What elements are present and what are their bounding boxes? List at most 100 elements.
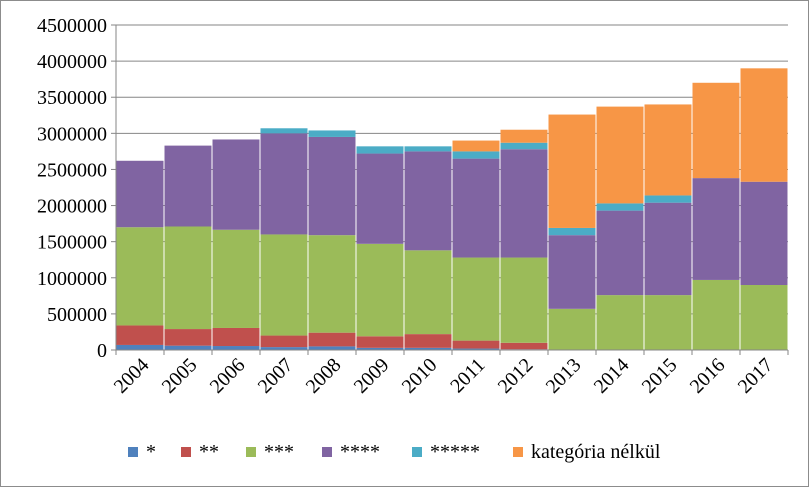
- bar-segment: [356, 336, 404, 348]
- x-tick-label: 2010: [398, 354, 442, 398]
- bar-segment: [596, 295, 644, 350]
- x-tick-label: 2017: [734, 354, 778, 398]
- bar-segment: [308, 346, 356, 350]
- legend-swatch: [128, 447, 138, 457]
- legend-swatch: [513, 447, 523, 457]
- bar-segment: [212, 229, 260, 328]
- legend-label: **: [199, 441, 219, 463]
- x-tick-label: 2013: [542, 354, 586, 398]
- bar-segment: [260, 347, 308, 350]
- bar-segment: [260, 234, 308, 336]
- bar-segment: [452, 151, 500, 159]
- bar-segment: [740, 285, 788, 350]
- legend-label: ****: [340, 441, 380, 463]
- legend-label: *****: [430, 441, 480, 463]
- bar-segment: [644, 202, 692, 296]
- bar-segment: [356, 146, 404, 154]
- x-tick-labels: 2004 2005 2006 2007 2008 2009 2010 2011 2012 2013…: [110, 354, 778, 398]
- legend: * ** *** **** ***** kategória nélkül: [128, 441, 661, 463]
- legend-label: kategória nélkül: [531, 441, 661, 463]
- x-tick-label: 2014: [590, 354, 634, 398]
- x-tick-label: 2016: [686, 354, 730, 398]
- legend-swatch: [246, 447, 256, 457]
- bar-segment: [116, 227, 164, 326]
- bar-segment: [308, 332, 356, 347]
- y-tick-label: 2000000: [37, 196, 107, 218]
- bar-segment: [452, 340, 500, 349]
- bar-segment: [260, 128, 308, 134]
- bar-segment: [596, 203, 644, 211]
- x-tick-label: 2015: [638, 354, 682, 398]
- bar-segment: [500, 257, 548, 343]
- y-tick-label: 3000000: [37, 123, 107, 145]
- y-tick-label: 3500000: [37, 87, 107, 109]
- bars: [116, 68, 788, 350]
- bar-segment: [452, 257, 500, 341]
- bar-segment: [404, 151, 452, 251]
- bar-segment: [452, 158, 500, 258]
- bar-segment: [548, 235, 596, 309]
- bar-segment: [692, 279, 740, 350]
- bar-segment: [500, 342, 548, 350]
- bar-segment: [596, 210, 644, 296]
- bar-segment: [356, 243, 404, 337]
- bar-segment: [116, 160, 164, 228]
- bar-segment: [308, 136, 356, 236]
- bar-segment: [116, 344, 164, 350]
- bar-segment: [356, 153, 404, 244]
- bar-segment: [644, 104, 692, 196]
- bar-segment: [260, 133, 308, 235]
- bar-segment: [404, 250, 452, 335]
- legend-label: *: [146, 441, 156, 463]
- x-tick-label: 2008: [302, 354, 346, 398]
- bar-segment: [740, 68, 788, 182]
- x-tick-label: 2006: [206, 354, 250, 398]
- bar-segment: [452, 348, 500, 350]
- bar-segment: [308, 130, 356, 137]
- bar-segment: [356, 347, 404, 350]
- bar-segment: [404, 347, 452, 350]
- legend-swatch: [181, 447, 191, 457]
- legend-swatch: [412, 447, 422, 457]
- bar-segment: [500, 149, 548, 258]
- bar-segment: [548, 114, 596, 228]
- x-tick-label: 2005: [158, 354, 202, 398]
- y-tick-label: 0: [97, 340, 107, 362]
- y-tick-labels: 0 500000 1000000 1500000 2000000 2500000 30000…: [37, 15, 107, 362]
- bar-segment: [164, 329, 212, 346]
- x-tick-label: 2012: [494, 354, 538, 398]
- axes: [111, 24, 789, 355]
- bar-segment: [212, 139, 260, 230]
- bar-segment: [644, 195, 692, 203]
- x-tick-label: 2009: [350, 354, 394, 398]
- bar-segment: [260, 335, 308, 348]
- y-tick-label: 4000000: [37, 51, 107, 73]
- bar-segment: [452, 140, 500, 152]
- legend-label: ***: [264, 441, 294, 463]
- bar-segment: [404, 334, 452, 348]
- bar-segment: [596, 106, 644, 204]
- y-tick-label: 2500000: [37, 159, 107, 181]
- bar-segment: [740, 181, 788, 285]
- bar-segment: [164, 345, 212, 350]
- bar-segment: [500, 142, 548, 150]
- bar-segment: [404, 146, 452, 152]
- legend-swatch: [322, 447, 332, 457]
- x-tick-label: 2011: [446, 354, 489, 397]
- bar-segment: [116, 325, 164, 345]
- bar-segment: [500, 129, 548, 143]
- x-tick-label: 2004: [110, 354, 154, 398]
- bar-segment: [164, 226, 212, 330]
- bar-segment: [212, 327, 260, 347]
- bar-segment: [212, 346, 260, 350]
- y-tick-label: 1500000: [37, 232, 107, 254]
- bar-segment: [644, 295, 692, 350]
- bar-segment: [164, 145, 212, 227]
- y-tick-label: 1000000: [37, 268, 107, 290]
- x-tick-label: 2007: [254, 354, 298, 398]
- bar-segment: [548, 308, 596, 350]
- bar-segment: [548, 227, 596, 236]
- bar-segment: [692, 82, 740, 179]
- bar-segment: [692, 178, 740, 280]
